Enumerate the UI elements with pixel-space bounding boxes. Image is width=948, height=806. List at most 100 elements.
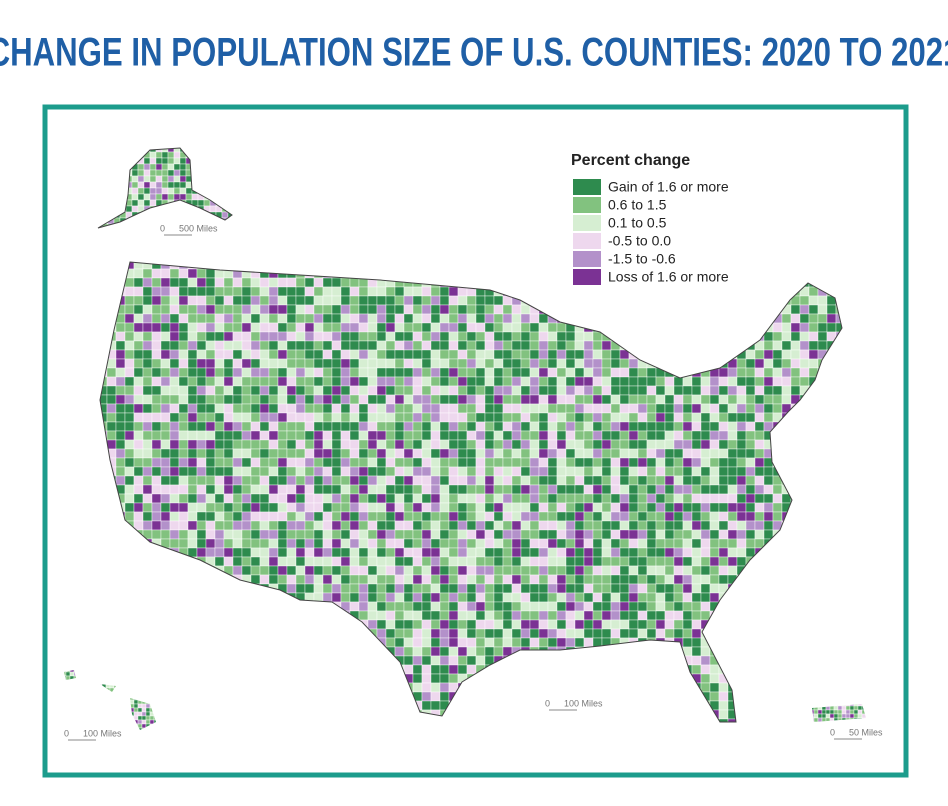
- county: [466, 475, 477, 486]
- county: [403, 610, 414, 621]
- county: [466, 655, 477, 666]
- county: [376, 457, 387, 468]
- county: [763, 592, 774, 603]
- county: [709, 520, 720, 531]
- county: [655, 403, 666, 414]
- county: [197, 163, 205, 171]
- county: [466, 700, 477, 711]
- county: [97, 691, 103, 697]
- county: [736, 394, 747, 405]
- county: [205, 628, 216, 639]
- county: [196, 529, 207, 540]
- county: [583, 583, 594, 594]
- county: [151, 682, 162, 693]
- county: [143, 193, 151, 201]
- county: [448, 574, 459, 585]
- county: [173, 157, 181, 165]
- county: [109, 671, 115, 677]
- county: [214, 376, 225, 387]
- county: [142, 619, 153, 630]
- county: [772, 583, 783, 594]
- county: [583, 313, 594, 324]
- county: [547, 295, 558, 306]
- county: [178, 304, 189, 315]
- county: [358, 700, 369, 711]
- county: [412, 358, 423, 369]
- county: [763, 673, 774, 684]
- county: [313, 637, 324, 648]
- county: [673, 628, 684, 639]
- county: [619, 601, 630, 612]
- county: [385, 664, 396, 675]
- county: [187, 700, 198, 711]
- county: [113, 199, 121, 207]
- county: [646, 646, 657, 657]
- county: [295, 412, 306, 423]
- county: [142, 601, 153, 612]
- county: [430, 286, 441, 297]
- county: [700, 430, 711, 441]
- county: [655, 682, 666, 693]
- county: [160, 673, 171, 684]
- county: [376, 493, 387, 504]
- county: [376, 655, 387, 666]
- county: [845, 269, 854, 278]
- county: [556, 547, 567, 558]
- county: [493, 322, 504, 333]
- county: [520, 262, 531, 270]
- county: [124, 286, 135, 297]
- county: [845, 449, 854, 458]
- county: [196, 340, 207, 351]
- county: [277, 385, 288, 396]
- county: [529, 583, 540, 594]
- county: [736, 673, 747, 684]
- county: [520, 412, 531, 423]
- county: [637, 691, 648, 702]
- county: [277, 601, 288, 612]
- county: [385, 295, 396, 306]
- county: [241, 295, 252, 306]
- county: [709, 682, 720, 693]
- county: [268, 421, 279, 432]
- county: [109, 670, 115, 673]
- county: [322, 313, 333, 324]
- county: [268, 457, 279, 468]
- county: [125, 695, 131, 701]
- county: [754, 718, 765, 722]
- county: [241, 511, 252, 522]
- county: [448, 565, 459, 576]
- county: [421, 358, 432, 369]
- county: [169, 313, 180, 324]
- county: [160, 718, 171, 722]
- county: [155, 181, 163, 189]
- county: [322, 349, 333, 360]
- county: [81, 675, 87, 681]
- county: [259, 484, 270, 495]
- county: [808, 691, 819, 702]
- county: [628, 574, 639, 585]
- county: [124, 511, 135, 522]
- county: [700, 331, 711, 342]
- county: [466, 511, 477, 522]
- county: [421, 664, 432, 675]
- county: [754, 547, 765, 558]
- county: [520, 385, 531, 396]
- county: [322, 475, 333, 486]
- county: [133, 376, 144, 387]
- county: [727, 556, 738, 567]
- county: [133, 671, 139, 677]
- county: [403, 430, 414, 441]
- county: [475, 304, 486, 315]
- county: [610, 313, 621, 324]
- county: [745, 403, 756, 414]
- county: [106, 655, 117, 666]
- county: [205, 349, 216, 360]
- county: [817, 673, 828, 684]
- county: [101, 711, 107, 717]
- county: [565, 448, 576, 459]
- county: [160, 592, 171, 603]
- county: [511, 493, 522, 504]
- county: [115, 385, 126, 396]
- county: [637, 628, 648, 639]
- county: [151, 457, 162, 468]
